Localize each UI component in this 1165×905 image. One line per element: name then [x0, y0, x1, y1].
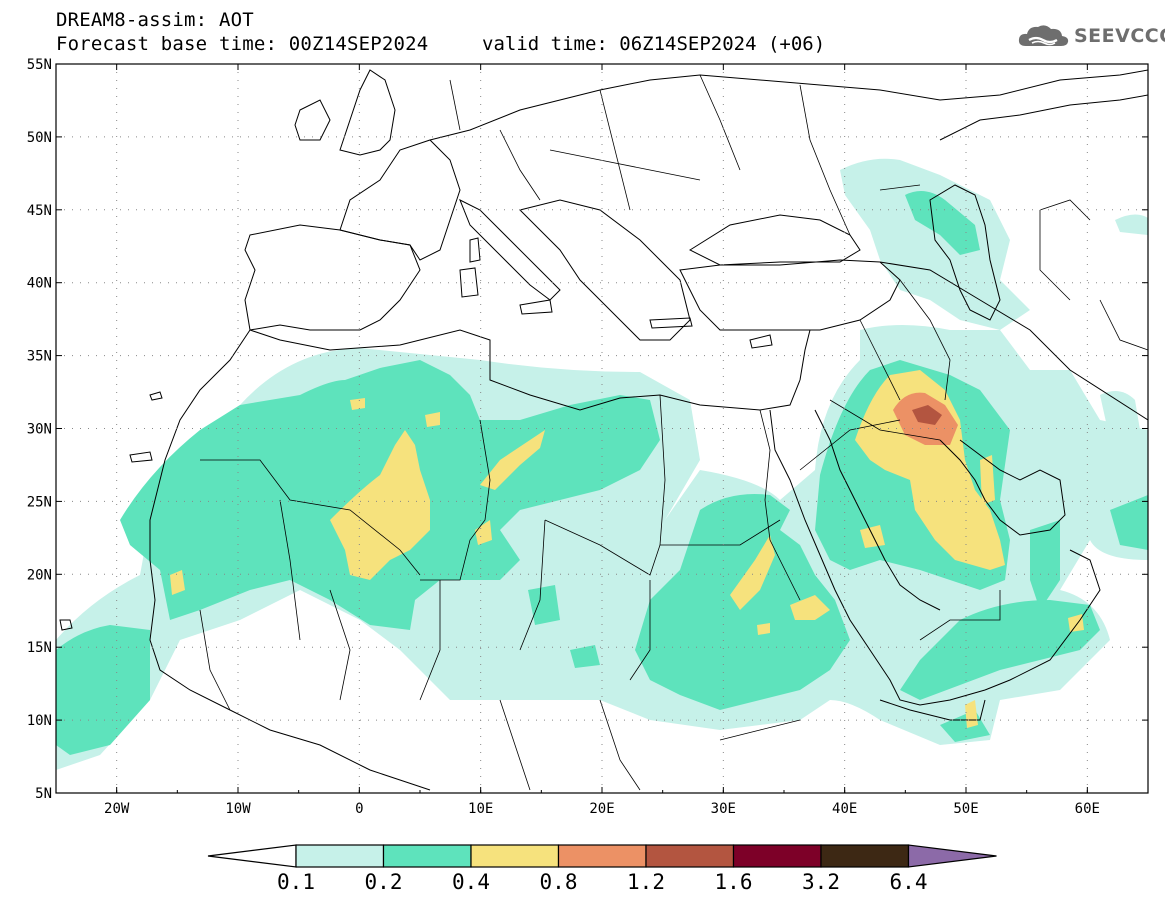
lat-label: 5N — [35, 786, 52, 802]
colorbar-label: 6.4 — [890, 870, 928, 894]
lat-label: 30N — [27, 422, 52, 438]
colorbar-label: 1.6 — [715, 870, 753, 894]
lon-label: 40E — [832, 801, 857, 817]
longitude-labels: 20W 10W 0 10E 20E 30E 40E 50E 60E — [104, 801, 1100, 817]
lon-label: 10W — [225, 801, 251, 817]
lat-label: 40N — [27, 276, 52, 292]
colorbar-box — [820, 844, 910, 868]
colorbar-label: 3.2 — [802, 870, 840, 894]
map-title: DREAM8-assim: AOT — [56, 9, 254, 31]
colorbar-box — [382, 844, 472, 868]
colorbar-labels: 0.1 0.2 0.4 0.8 1.2 1.6 3.2 6.4 — [277, 870, 927, 894]
aot-fields — [56, 158, 1148, 770]
colorbar-box — [470, 844, 560, 868]
lat-label: 55N — [27, 57, 52, 73]
lat-label: 50N — [27, 130, 52, 146]
colorbar-box — [732, 844, 822, 868]
lon-label: 10E — [468, 801, 493, 817]
axis-ticks — [55, 63, 1149, 794]
lon-label: 60E — [1075, 801, 1100, 817]
latitude-labels: 55N 50N 45N 40N 35N 30N 25N 20N 15N 10N 5N — [27, 57, 52, 802]
aot-layer-1.2 — [912, 405, 942, 425]
colorbar — [207, 844, 997, 868]
colorbar-box — [295, 844, 385, 868]
lat-label: 10N — [27, 713, 52, 729]
aot-layer-0.4 — [170, 370, 1084, 728]
colorbar-label: 0.8 — [540, 870, 578, 894]
lon-label: 20E — [589, 801, 614, 817]
colorbar-box — [557, 844, 647, 868]
lon-label: 20W — [104, 801, 130, 817]
colorbar-min-arrow — [207, 844, 297, 868]
coastlines — [59, 69, 1148, 791]
lon-label: 30E — [711, 801, 736, 817]
cloud-logo-icon — [1018, 25, 1069, 46]
colorbar-label: 0.1 — [277, 870, 315, 894]
country-borders — [199, 74, 1148, 791]
lat-label: 15N — [27, 640, 52, 656]
logo-text: SEEVCCC — [1074, 25, 1165, 47]
seevccc-logo: SEEVCCC — [1016, 22, 1165, 50]
lon-label: 0 — [355, 801, 363, 817]
lat-label: 45N — [27, 203, 52, 219]
valid-time: valid time: 06Z14SEP2024 (+06) — [482, 33, 826, 55]
colorbar-max-arrow — [907, 844, 997, 868]
colorbar-label: 0.4 — [452, 870, 490, 894]
lat-label: 25N — [27, 494, 52, 510]
colorbar-label: 1.2 — [627, 870, 665, 894]
lat-label: 20N — [27, 567, 52, 583]
colorbar-label: 0.2 — [365, 870, 403, 894]
colorbar-box — [645, 844, 735, 868]
lon-label: 50E — [953, 801, 978, 817]
lat-label: 35N — [27, 349, 52, 365]
forecast-base-time: Forecast base time: 00Z14SEP2024 — [56, 33, 429, 55]
